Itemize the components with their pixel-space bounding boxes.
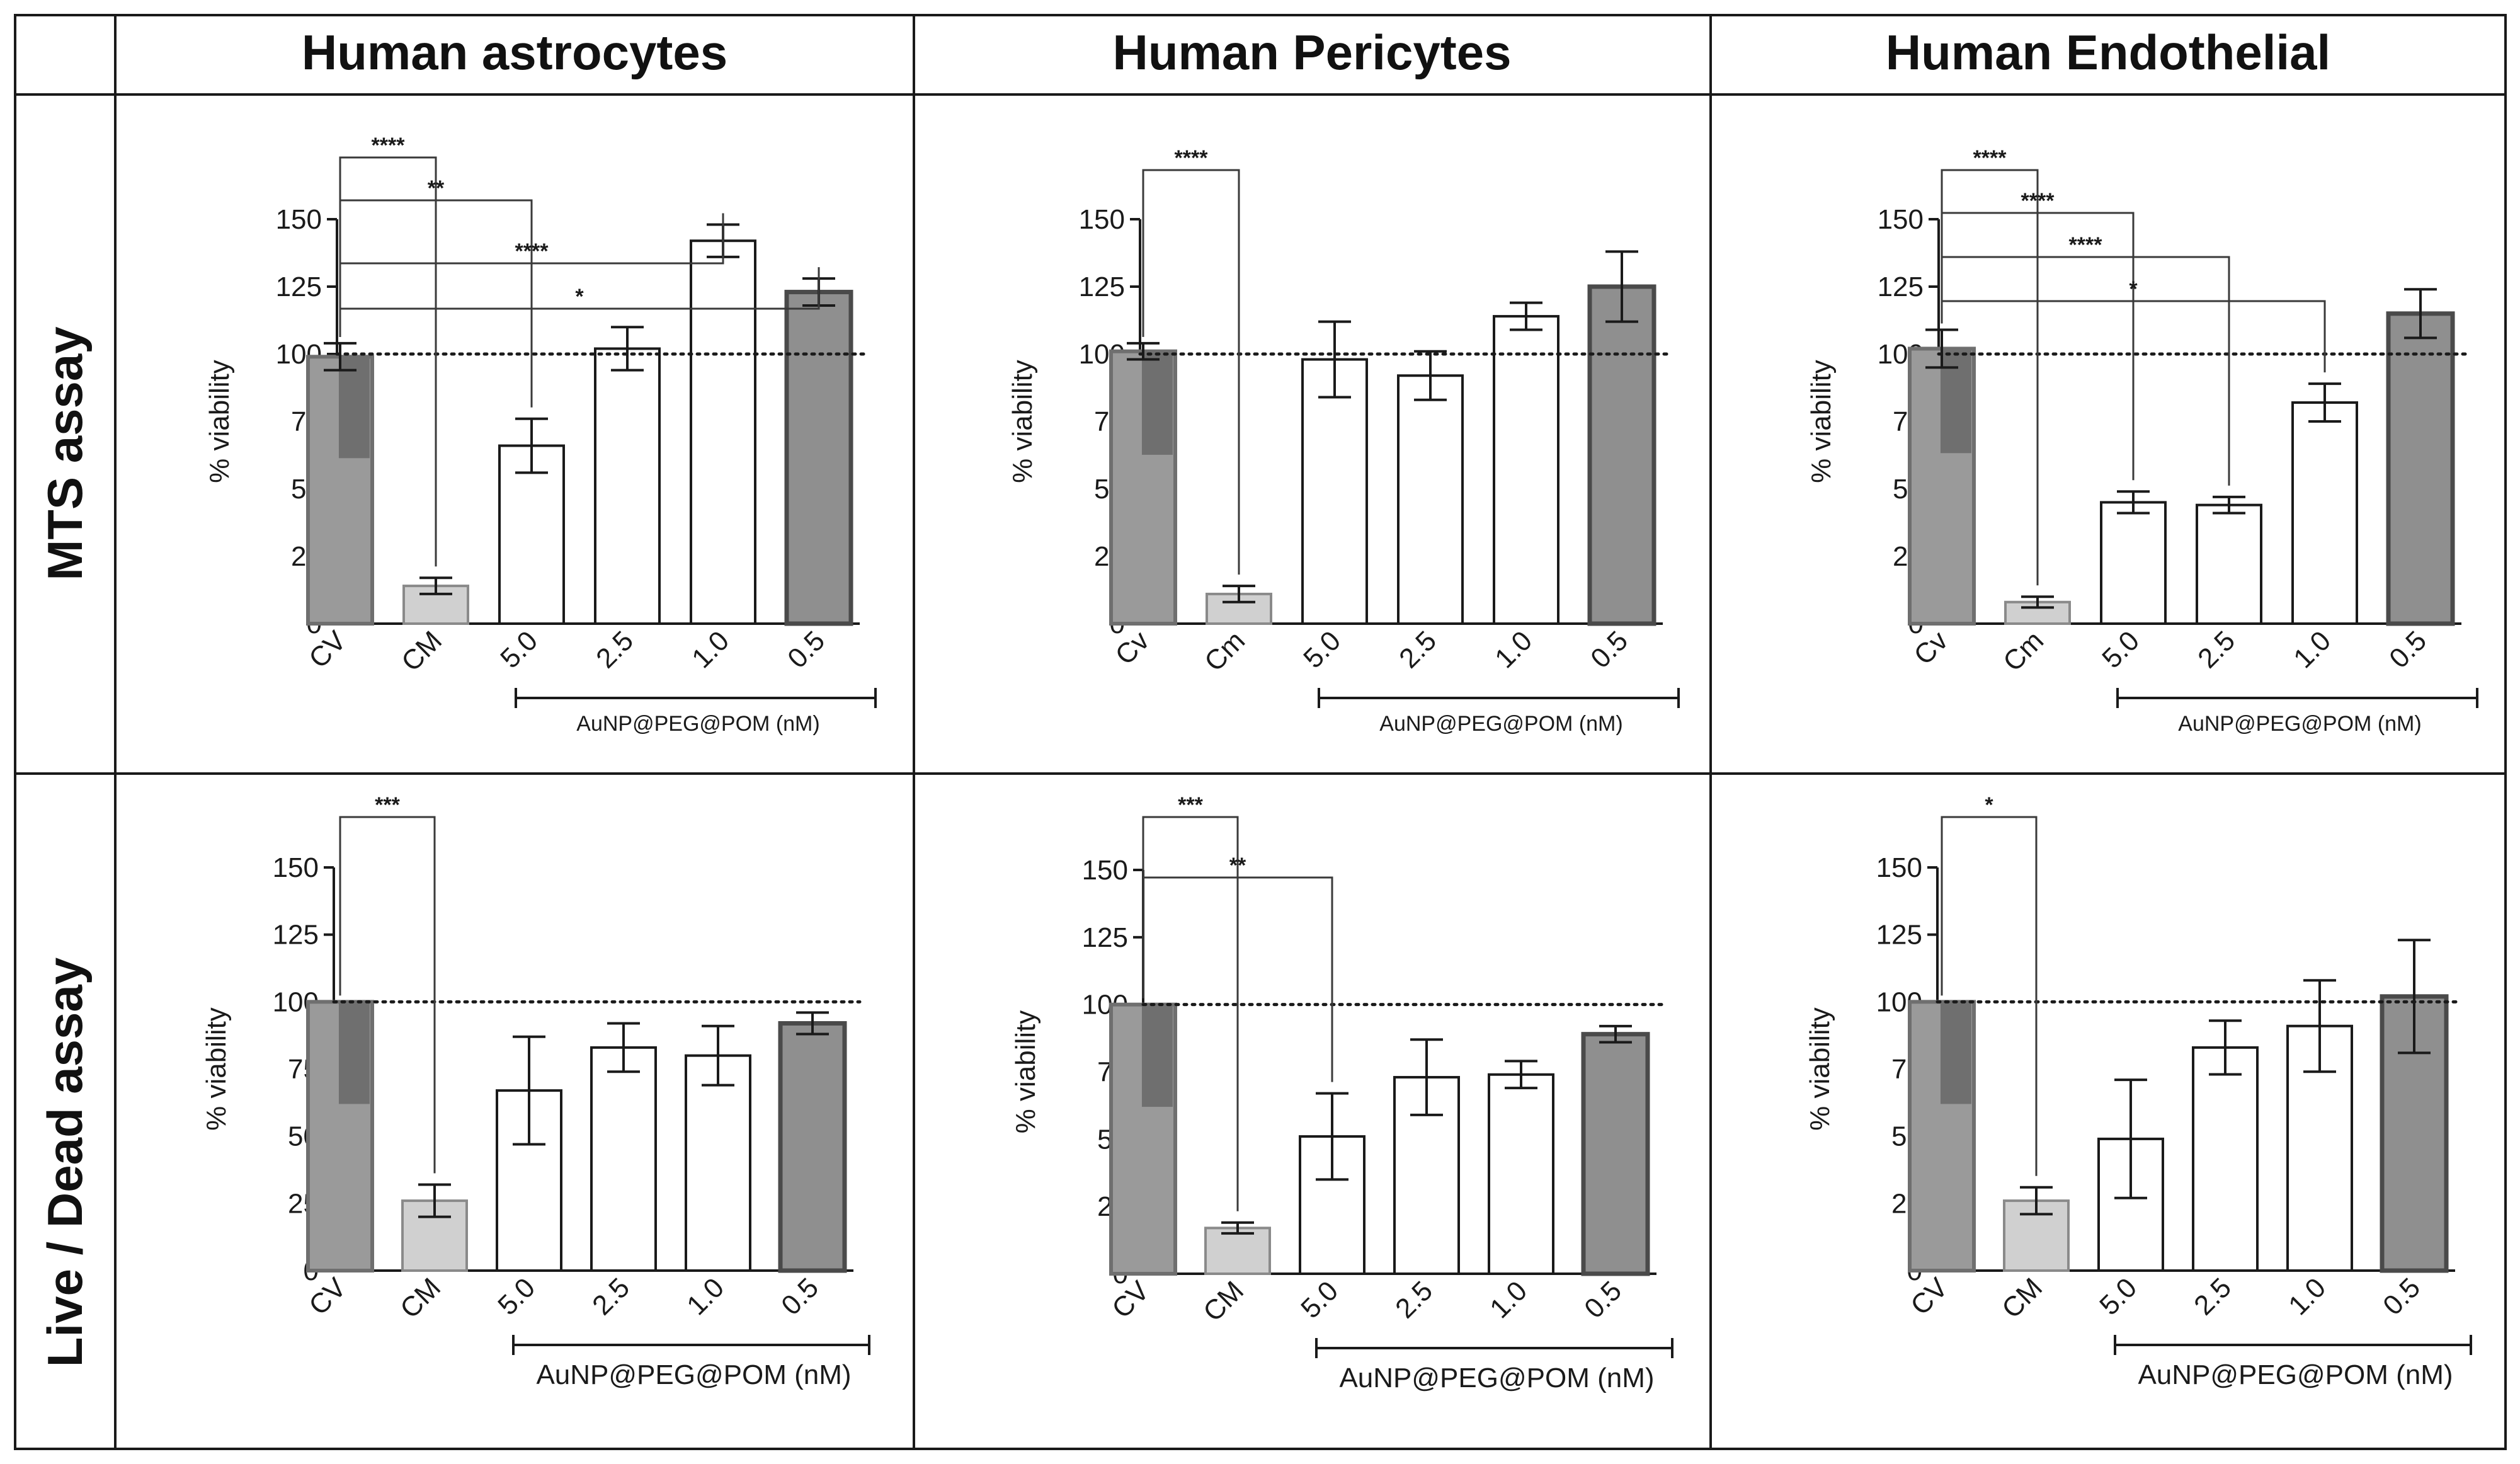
bar-2.5 [2192, 1046, 2259, 1272]
significance-label: * [1985, 793, 1993, 817]
significance-label: ** [428, 176, 445, 200]
bar-0.5 [778, 1021, 847, 1273]
y-tick-label: 125 [273, 920, 319, 951]
significance-bracket [1142, 169, 1240, 575]
y-axis-label: % viability [1010, 1010, 1041, 1134]
outer-border [14, 14, 2507, 1450]
bar-0.5 [2386, 311, 2455, 626]
bar-CM [1204, 1227, 1271, 1276]
significance-label: *** [375, 793, 400, 817]
y-axis-label: % viability [201, 1007, 232, 1131]
bar-shade [1940, 1002, 1971, 1104]
group-label: AuNP@PEG@POM (nM) [576, 712, 819, 736]
bar-shade [1141, 1004, 1173, 1107]
bar-1.0 [1493, 315, 1559, 625]
y-tick-label: 125 [276, 272, 322, 302]
significance-bracket [1941, 300, 2326, 373]
bar-CM [401, 1199, 468, 1272]
column-title-pericytes: Human Pericytes [1113, 25, 1512, 80]
chart-panel-4: 0255075100125150% viabilityCVCM5.02.51.0… [201, 793, 870, 1390]
significance-label: * [2129, 277, 2138, 301]
chart-panels: 0255075100125150% viabilityCVCM5.02.51.0… [201, 134, 2478, 1393]
group-label: AuNP@PEG@POM (nM) [536, 1359, 851, 1390]
significance-bracket [1941, 256, 2230, 486]
chart-panel-3: 0255075100125150% viabilityCvCm5.02.51.0… [1806, 146, 2478, 736]
bar-shade [1141, 351, 1173, 455]
row-title-live-dead: Live / Dead assay [37, 958, 93, 1367]
column-title-endothelial: Human Endothelial [1886, 25, 2330, 80]
significance-label: **** [372, 134, 406, 157]
group-label: AuNP@PEG@POM (nM) [2138, 1359, 2453, 1390]
significance-label: *** [1178, 793, 1203, 817]
y-tick-label: 150 [273, 852, 319, 883]
row-title-mts: MTS assay [37, 326, 93, 580]
bar-0.5 [784, 290, 853, 626]
bar-2.5 [594, 347, 661, 625]
chart-panel-1: 0255075100125150% viabilityCVCM5.02.51.0… [204, 134, 877, 736]
significance-label: ** [1229, 854, 1246, 878]
bar-shade [338, 1002, 370, 1104]
y-axis-label: % viability [204, 360, 235, 483]
significance-bracket [1142, 876, 1333, 1082]
significance-label: **** [1175, 146, 1209, 170]
y-axis-label: % viability [1806, 360, 1837, 483]
chart-panel-6: 0255075100125150% viabilityCVCM5.02.51.0… [1804, 793, 2472, 1390]
bar-5.0 [2100, 501, 2167, 626]
bar-2.5 [1397, 374, 1464, 625]
significance-label: * [575, 285, 584, 309]
y-tick-label: 150 [1876, 852, 1922, 883]
y-tick-label: 150 [1878, 204, 1924, 235]
significance-bracket [1941, 816, 2038, 1176]
group-label: AuNP@PEG@POM (nM) [2178, 712, 2421, 736]
bar-5.0 [1301, 358, 1368, 625]
bar-1.0 [685, 1054, 751, 1272]
y-tick-label: 150 [276, 204, 322, 235]
bar-shade [338, 357, 370, 459]
y-tick-label: 125 [1878, 272, 1924, 302]
y-tick-label: 150 [1079, 204, 1125, 235]
column-title-astrocytes: Human astrocytes [302, 25, 727, 80]
bar-1.0 [1488, 1073, 1554, 1275]
significance-label: **** [1973, 146, 2007, 170]
group-label: AuNP@PEG@POM (nM) [1339, 1363, 1654, 1393]
y-tick-label: 125 [1082, 922, 1128, 953]
significance-bracket [339, 816, 436, 1174]
significance-label: **** [2069, 233, 2103, 257]
bar-shade [1940, 348, 1971, 454]
significance-bracket [339, 213, 724, 337]
bar-5.0 [498, 444, 565, 626]
y-tick-label: 125 [1079, 272, 1125, 302]
bar-1.0 [2291, 401, 2358, 625]
bar-1.0 [690, 239, 756, 625]
bar-2.5 [2196, 503, 2262, 625]
bar-0.5 [1587, 284, 1656, 626]
bar-0.5 [1581, 1032, 1650, 1276]
y-axis-label: % viability [1007, 360, 1038, 483]
significance-label: **** [515, 239, 549, 263]
significance-label: **** [2021, 189, 2055, 213]
bar-2.5 [590, 1046, 657, 1272]
y-tick-label: 150 [1082, 855, 1128, 886]
y-tick-label: 125 [1876, 920, 1922, 951]
significance-bracket [339, 267, 820, 337]
y-axis-label: % viability [1804, 1007, 1835, 1131]
group-label: AuNP@PEG@POM (nM) [1379, 712, 1622, 736]
panel-grid [14, 14, 2507, 1450]
